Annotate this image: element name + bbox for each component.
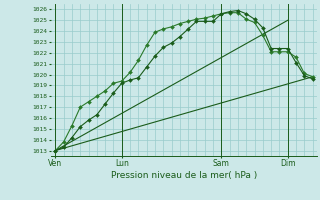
X-axis label: Pression niveau de la mer( hPa ): Pression niveau de la mer( hPa ) bbox=[111, 171, 257, 180]
